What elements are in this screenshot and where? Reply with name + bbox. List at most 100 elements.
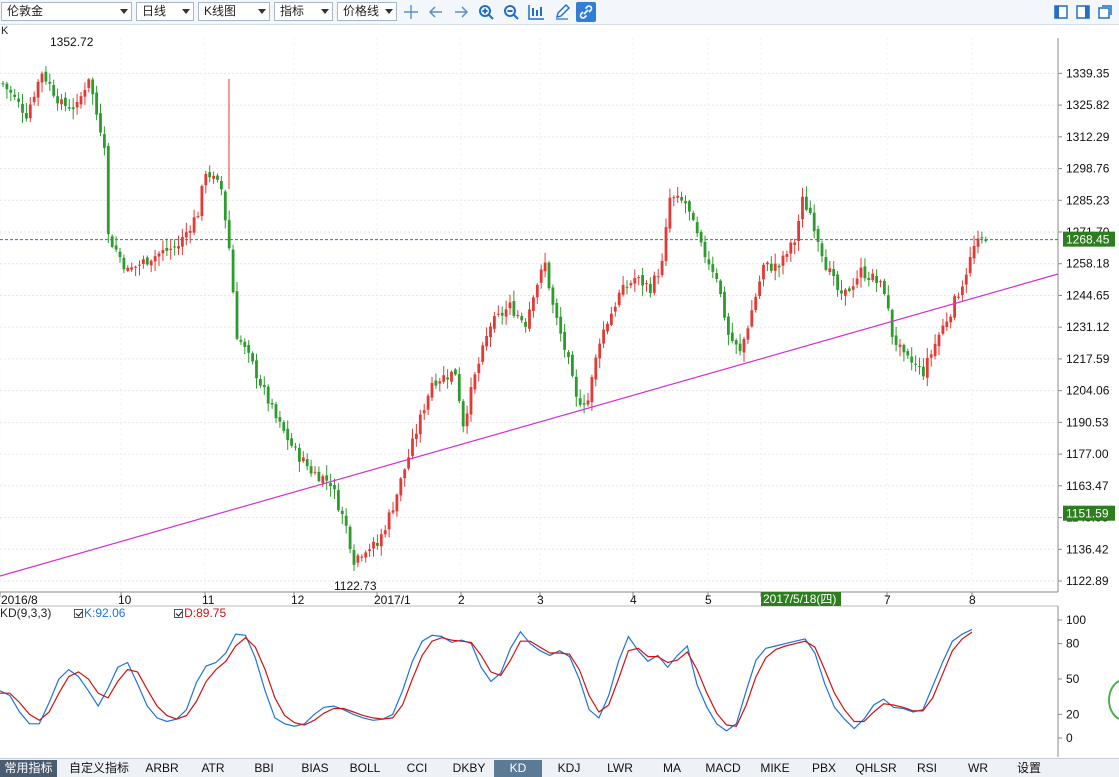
main-panel-label: K bbox=[1, 25, 9, 37]
candle-body bbox=[855, 278, 859, 285]
candle-body bbox=[395, 494, 399, 512]
candle-body bbox=[489, 326, 492, 338]
candle-body bbox=[883, 280, 886, 294]
chevron-down-icon bbox=[258, 9, 266, 14]
period-select[interactable]: 日线 bbox=[136, 2, 194, 21]
layout-left-icon[interactable] bbox=[1051, 2, 1071, 22]
y-tick-label: 1258.18 bbox=[1066, 257, 1110, 271]
arrow-left-icon[interactable] bbox=[426, 2, 446, 22]
candle-body bbox=[360, 556, 364, 558]
x-tick-label: 3 bbox=[537, 593, 544, 607]
candle-body bbox=[578, 398, 582, 405]
tab-pbx[interactable]: PBX bbox=[811, 761, 836, 775]
tab-macd[interactable]: MACD bbox=[705, 761, 741, 775]
pencil-icon[interactable] bbox=[552, 2, 572, 22]
kd-y-tick-label: 20 bbox=[1066, 707, 1080, 721]
tab-kdj[interactable]: KDJ bbox=[557, 761, 581, 775]
tab-atr[interactable]: ATR bbox=[201, 761, 225, 775]
d-line bbox=[0, 631, 973, 727]
chart-style-select[interactable]: K线图 bbox=[198, 2, 270, 21]
tab-qhlsr[interactable]: QHLSR bbox=[855, 761, 897, 775]
candle-body bbox=[964, 274, 968, 285]
candle-body bbox=[243, 341, 247, 348]
candle-body bbox=[520, 316, 524, 321]
tab-settings[interactable]: 设置 bbox=[1016, 761, 1041, 775]
candle-body bbox=[625, 286, 629, 288]
price-line-select[interactable]: 价格线 bbox=[337, 2, 397, 21]
zoom-in-icon[interactable] bbox=[476, 2, 496, 22]
arrow-right-icon[interactable] bbox=[451, 2, 471, 22]
candle-body bbox=[836, 274, 839, 291]
candle-body bbox=[754, 296, 758, 311]
candle-body bbox=[847, 288, 851, 292]
tab-arbr[interactable]: ARBR bbox=[145, 761, 179, 775]
candle-body bbox=[684, 200, 687, 204]
candle-body bbox=[613, 306, 617, 312]
candle-body bbox=[789, 242, 793, 254]
candle-body bbox=[403, 469, 407, 479]
y-tick-label: 1163.47 bbox=[1066, 479, 1109, 493]
candle-body bbox=[766, 262, 769, 265]
candle-body bbox=[5, 83, 9, 90]
candle-body bbox=[40, 73, 44, 83]
tab-bias[interactable]: BIAS bbox=[301, 761, 329, 775]
candle-body bbox=[485, 335, 488, 347]
zoom-out-icon[interactable] bbox=[501, 2, 521, 22]
price-chart[interactable]: 1339.351325.821312.291298.761285.231271.… bbox=[0, 0, 1119, 758]
candle-body bbox=[984, 239, 988, 241]
candle-body bbox=[851, 286, 855, 290]
indicator-select[interactable]: 指标 bbox=[274, 2, 333, 21]
candle-body bbox=[278, 417, 282, 422]
candle-body bbox=[941, 325, 945, 334]
candle-body bbox=[165, 247, 169, 251]
link-icon[interactable] bbox=[576, 2, 596, 22]
tab-mike[interactable]: MIKE bbox=[760, 761, 790, 775]
x-tick-label: 5 bbox=[705, 593, 712, 607]
tab-kd[interactable]: KD bbox=[494, 760, 542, 777]
candle-body bbox=[239, 339, 243, 342]
candle-body bbox=[528, 309, 531, 329]
tab-ma[interactable]: MA bbox=[663, 761, 681, 775]
tab-wr[interactable]: WR bbox=[968, 761, 988, 775]
y-tick-label: 1312.29 bbox=[1066, 130, 1110, 144]
candle-body bbox=[641, 275, 644, 286]
candle-body bbox=[387, 512, 391, 530]
candle-body bbox=[953, 296, 956, 318]
candle-body bbox=[321, 476, 325, 483]
candle-body bbox=[532, 297, 535, 311]
candle-body bbox=[337, 490, 340, 511]
candle-body bbox=[590, 377, 594, 403]
tab-common-indicators[interactable]: 常用指标 bbox=[0, 760, 57, 777]
candle-body bbox=[832, 269, 836, 277]
tab-lwr[interactable]: LWR bbox=[607, 761, 633, 775]
candle-body bbox=[816, 229, 820, 242]
candle-body bbox=[500, 312, 504, 316]
tab-dkby[interactable]: DKBY bbox=[452, 761, 486, 775]
y-tick-label: 1204.06 bbox=[1066, 384, 1110, 398]
bar-chart-icon[interactable] bbox=[526, 2, 546, 22]
cursor-price-label: 1151.59 bbox=[1066, 507, 1109, 521]
candle-body bbox=[715, 273, 719, 279]
tab-boll[interactable]: BOLL bbox=[349, 761, 381, 775]
candle-body bbox=[376, 542, 379, 546]
candle-body bbox=[60, 99, 63, 105]
tab-rsi[interactable]: RSI bbox=[916, 761, 937, 775]
candle-body bbox=[411, 438, 414, 456]
d-series-checkbox[interactable] bbox=[174, 609, 184, 618]
candle-body bbox=[438, 381, 442, 384]
x-tick-label: 12 bbox=[291, 593, 305, 607]
crosshair-icon[interactable] bbox=[401, 2, 421, 22]
candle-body bbox=[118, 251, 122, 258]
candle-body bbox=[976, 238, 980, 247]
candle-body bbox=[32, 96, 36, 103]
instrument-select[interactable]: 伦敦金 bbox=[1, 2, 132, 21]
tab-cci[interactable]: CCI bbox=[406, 761, 428, 775]
candle-body bbox=[672, 197, 676, 199]
tab-bbi[interactable]: BBI bbox=[254, 761, 274, 775]
candle-body bbox=[216, 175, 219, 180]
candle-body bbox=[196, 216, 200, 218]
layout-right-icon[interactable] bbox=[1073, 2, 1093, 22]
tab-custom-indicators[interactable]: 自定义指标 bbox=[68, 761, 129, 775]
restore-window-icon[interactable] bbox=[1095, 2, 1115, 22]
k-series-checkbox[interactable] bbox=[74, 609, 84, 618]
